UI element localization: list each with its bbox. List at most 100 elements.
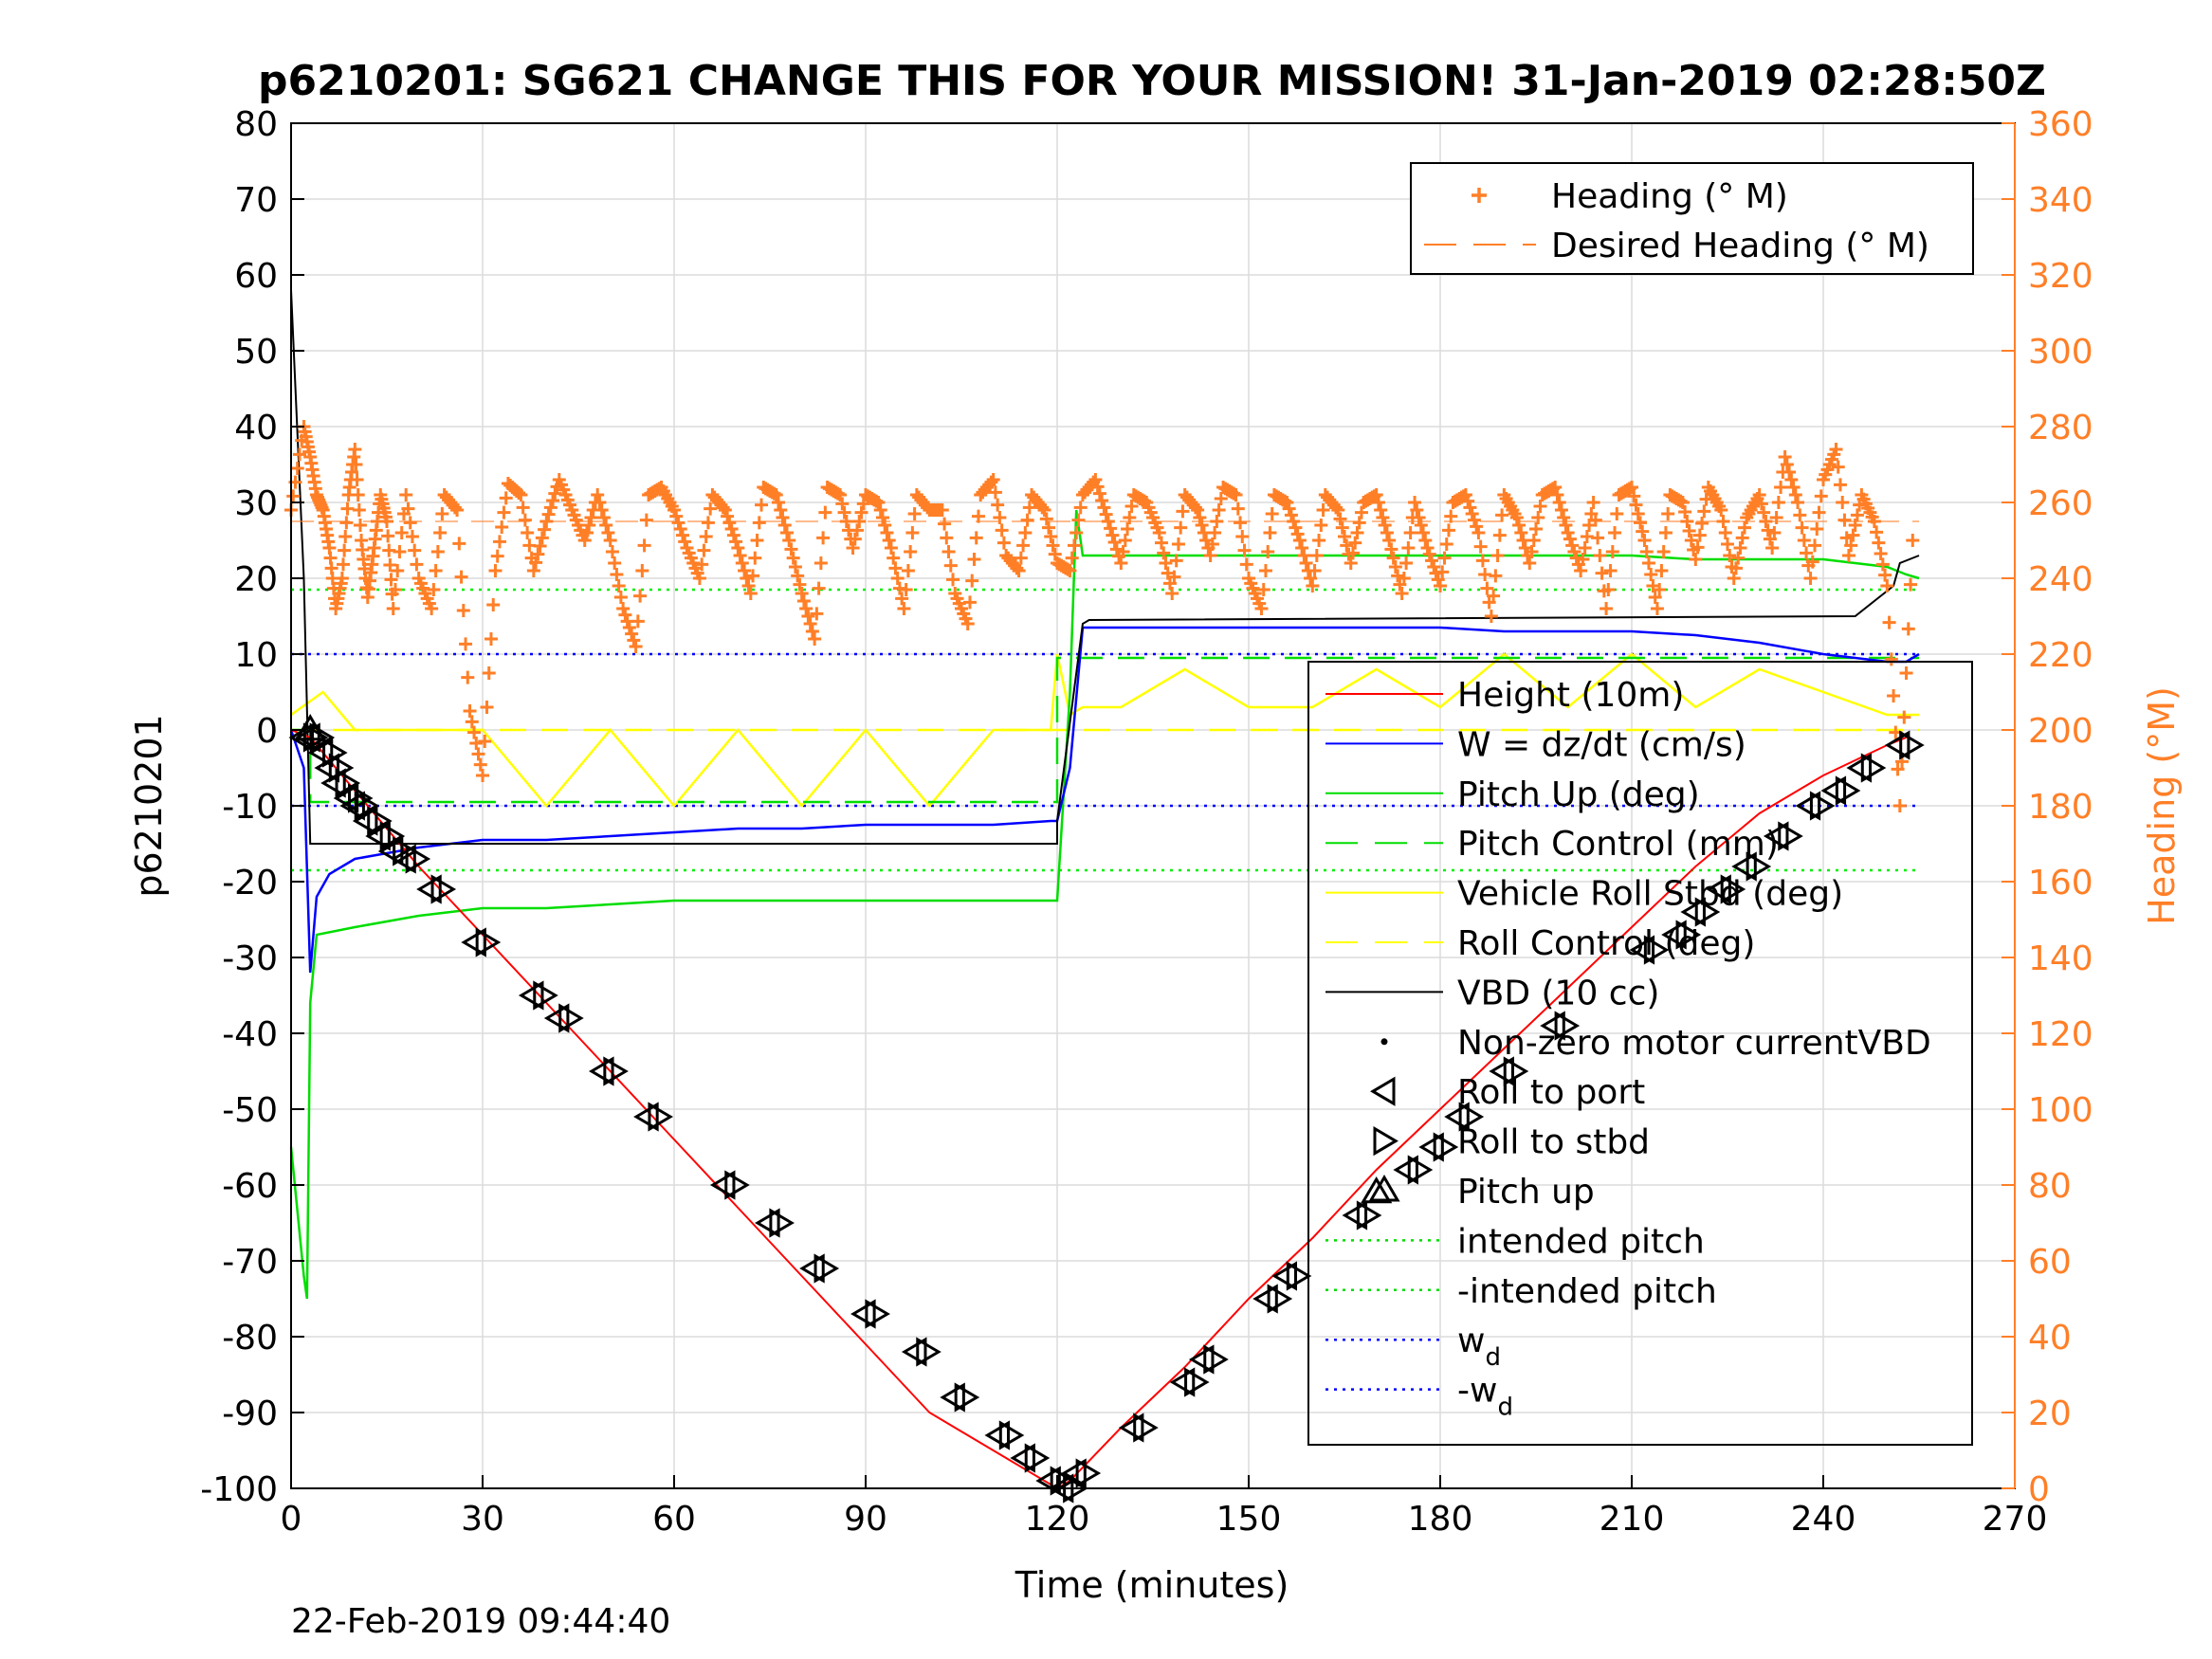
heading-point bbox=[1588, 513, 1602, 527]
roll-to-port-marker bbox=[1010, 1443, 1035, 1473]
legend-heading-label: Desired Heading (° M) bbox=[1551, 227, 1929, 265]
heading-point bbox=[735, 556, 749, 570]
heading-point bbox=[531, 547, 545, 561]
heading-point bbox=[1382, 534, 1397, 547]
roll-to-port-marker bbox=[1393, 1155, 1418, 1185]
roll-to-port-marker bbox=[1680, 897, 1706, 927]
heading-point bbox=[471, 747, 485, 761]
heading-point bbox=[1348, 536, 1362, 550]
heading-point bbox=[1691, 540, 1705, 555]
heading-point bbox=[810, 607, 824, 621]
heading-point bbox=[290, 462, 304, 475]
heading-point bbox=[1195, 519, 1209, 532]
heading-point bbox=[596, 511, 611, 524]
heading-point bbox=[435, 507, 449, 520]
heading-point bbox=[793, 577, 807, 592]
series-line-vbd-10-cc bbox=[290, 289, 1920, 845]
heading-point bbox=[1048, 547, 1062, 561]
heading-point bbox=[1304, 572, 1318, 585]
roll-to-stbd-marker bbox=[430, 874, 457, 904]
heading-point bbox=[1412, 511, 1426, 524]
x-tick-label: 240 bbox=[1791, 1500, 1856, 1539]
legend-label-text: Pitch up bbox=[1457, 1173, 1595, 1212]
legend-label-subscript: d bbox=[1497, 1394, 1513, 1422]
heading-point bbox=[692, 572, 706, 585]
heading-point bbox=[1728, 561, 1743, 575]
heading-point bbox=[529, 556, 543, 570]
heading-point bbox=[1208, 526, 1222, 539]
heading-point bbox=[1759, 515, 1773, 528]
roll-to-stbd-marker bbox=[367, 806, 393, 836]
legend-label-text: Pitch Up (deg) bbox=[1457, 775, 1700, 814]
heading-point bbox=[1591, 531, 1605, 545]
heading-point bbox=[425, 602, 439, 615]
heading-point bbox=[1376, 511, 1390, 524]
heading-point bbox=[1565, 538, 1580, 553]
heading-point bbox=[1090, 480, 1105, 494]
heading-point bbox=[516, 501, 530, 515]
heading-point bbox=[1492, 528, 1507, 542]
legend-swatch bbox=[1373, 1125, 1398, 1157]
y-right-tick-label: 160 bbox=[2028, 864, 2093, 902]
y-right-tick-label: 20 bbox=[2028, 1395, 2072, 1433]
roll-to-stbd-marker bbox=[1720, 874, 1746, 904]
heading-point bbox=[733, 549, 747, 562]
heading-point bbox=[1716, 515, 1730, 528]
heading-point bbox=[812, 581, 826, 595]
heading-point bbox=[795, 587, 809, 600]
heading-point bbox=[1371, 496, 1385, 509]
legend-main-label: wd bbox=[1457, 1322, 1501, 1372]
heading-point bbox=[499, 491, 513, 505]
roll-to-stbd-marker bbox=[1643, 935, 1670, 965]
heading-point bbox=[1656, 545, 1671, 558]
y-right-tick-label: 320 bbox=[2028, 257, 2093, 296]
y-tick-label: -80 bbox=[222, 1319, 278, 1358]
heading-point bbox=[1574, 564, 1588, 577]
heading-point bbox=[1678, 505, 1692, 519]
legend-heading-swatch bbox=[1472, 188, 1487, 203]
heading-point bbox=[904, 545, 918, 558]
heading-point bbox=[633, 589, 648, 603]
heading-point bbox=[1016, 538, 1031, 553]
legend-label-subscript: d bbox=[1485, 1343, 1501, 1372]
heading-point bbox=[1774, 481, 1788, 494]
heading-point bbox=[1484, 610, 1498, 623]
heading-point bbox=[1850, 508, 1864, 522]
y-tick-label: -100 bbox=[200, 1470, 278, 1509]
heading-point bbox=[393, 545, 407, 558]
roll-to-stbd-marker bbox=[648, 1102, 674, 1132]
heading-markers bbox=[284, 420, 1920, 812]
x-tick-label: 90 bbox=[844, 1500, 887, 1539]
heading-point bbox=[940, 531, 954, 545]
heading-point bbox=[678, 535, 692, 549]
heading-point bbox=[1284, 508, 1298, 522]
y-right-tick-label: 120 bbox=[2028, 1015, 2093, 1054]
roll-to-port-marker bbox=[1884, 730, 1910, 760]
y-tick-label: 50 bbox=[234, 333, 278, 372]
y-right-tick-label: 280 bbox=[2028, 409, 2093, 447]
heading-point bbox=[946, 573, 960, 587]
heading-point bbox=[848, 532, 862, 546]
heading-point bbox=[786, 551, 800, 565]
heading-point bbox=[490, 549, 504, 563]
y-tick-label: 10 bbox=[234, 636, 278, 675]
heading-point bbox=[962, 595, 977, 610]
heading-point bbox=[784, 542, 798, 556]
heading-point bbox=[746, 569, 760, 583]
heading-point bbox=[1735, 531, 1749, 545]
heading-point bbox=[750, 534, 764, 547]
heading-point bbox=[1088, 473, 1103, 486]
heading-point bbox=[1752, 488, 1766, 501]
heading-point bbox=[882, 534, 896, 547]
heading-point bbox=[1022, 501, 1036, 515]
y-tick-label: 40 bbox=[234, 409, 278, 447]
y-right-tick-label: 260 bbox=[2028, 484, 2093, 523]
roll-to-port-marker bbox=[1118, 1413, 1144, 1443]
roll-to-stbd-marker bbox=[1203, 1344, 1229, 1375]
heading-point bbox=[1037, 503, 1051, 517]
y-tick-label: 0 bbox=[256, 712, 278, 751]
heading-point bbox=[1289, 520, 1303, 535]
grid bbox=[291, 123, 2015, 1488]
heading-point bbox=[543, 501, 558, 515]
legend-main-label: Roll Control (deg) bbox=[1457, 924, 1755, 963]
